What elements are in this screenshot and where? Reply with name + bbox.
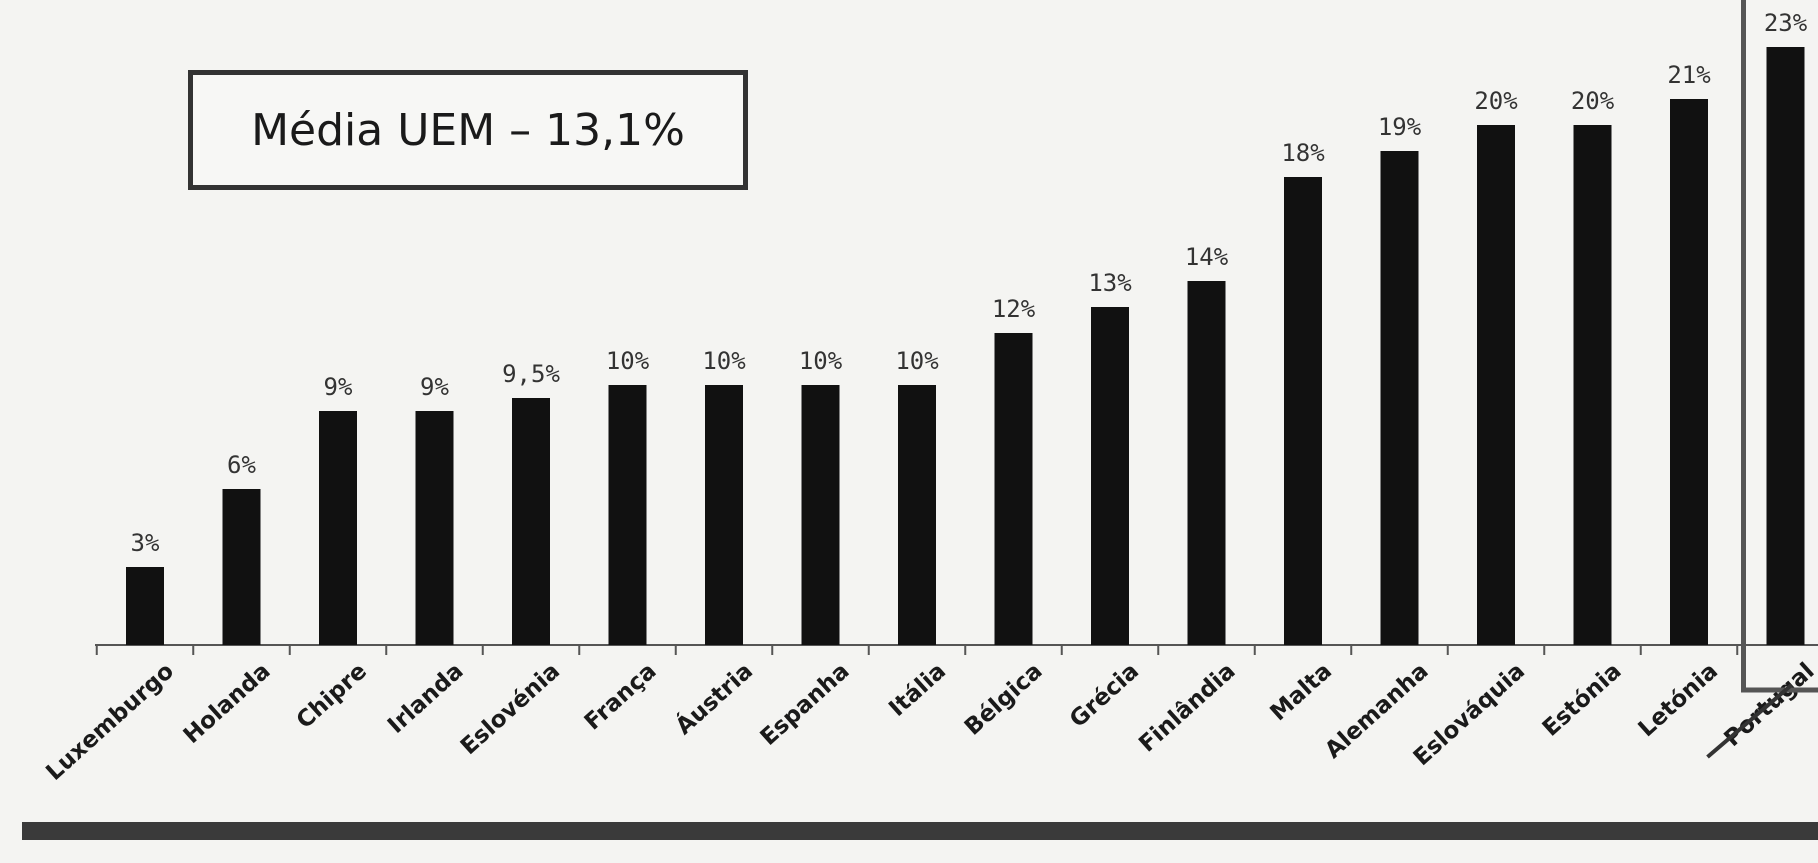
bar-7	[705, 385, 743, 645]
data-label-16: 20%	[1571, 87, 1615, 115]
average-annotation-text: Média UEM – 13,1%	[251, 104, 685, 156]
category-label-13: Malta	[1266, 658, 1338, 726]
data-label-10: 12%	[992, 295, 1036, 323]
data-label-5: 9,5%	[502, 360, 560, 388]
category-label-12: Finlândia	[1134, 658, 1240, 757]
bar-14	[1380, 151, 1419, 645]
average-annotation-box: Média UEM – 13,1%	[188, 70, 748, 190]
bar-18	[1766, 47, 1805, 645]
data-label-8: 10%	[799, 347, 843, 375]
data-label-18: 23%	[1764, 9, 1808, 37]
category-label-5: Eslovénia	[456, 658, 565, 760]
bar-9	[898, 385, 936, 645]
data-label-15: 20%	[1474, 87, 1518, 115]
category-label-7: Áustria	[670, 657, 758, 740]
category-label-2: Holanda	[179, 658, 276, 749]
data-label-4: 9%	[420, 373, 449, 401]
bar-6	[608, 385, 647, 645]
bar-11	[1091, 307, 1129, 645]
bar-15	[1477, 125, 1515, 645]
bar-17	[1670, 99, 1708, 645]
bar-12	[1187, 281, 1226, 645]
data-label-1: 3%	[131, 529, 160, 557]
data-label-3: 9%	[324, 373, 353, 401]
bar-10	[994, 333, 1033, 645]
bottom-band	[22, 822, 1818, 840]
data-label-14: 19%	[1378, 113, 1422, 141]
bar-13	[1284, 177, 1322, 645]
data-label-9: 10%	[895, 347, 939, 375]
bar-3	[319, 411, 357, 645]
category-label-1: Luxemburgo	[41, 658, 179, 786]
data-label-7: 10%	[702, 347, 746, 375]
category-label-6: França	[580, 658, 662, 735]
data-label-11: 13%	[1088, 269, 1132, 297]
highlight-underline	[1706, 683, 1793, 759]
category-label-17: Letónia	[1634, 658, 1723, 742]
data-label-6: 10%	[606, 347, 650, 375]
category-label-11: Grécia	[1065, 658, 1144, 733]
category-label-8: Espanha	[756, 658, 855, 751]
category-label-4: Irlanda	[383, 658, 469, 739]
category-label-10: Bélgica	[960, 658, 1048, 741]
bar-2	[222, 489, 261, 645]
bar-5	[512, 398, 550, 645]
data-label-2: 6%	[227, 451, 256, 479]
bar-4	[415, 411, 454, 645]
data-label-17: 21%	[1667, 61, 1711, 89]
bar-16	[1573, 125, 1612, 645]
data-label-13: 18%	[1281, 139, 1325, 167]
bar-1	[126, 567, 164, 645]
bar-8	[801, 385, 840, 645]
category-label-3: Chipre	[292, 658, 372, 734]
category-label-16: Estónia	[1538, 658, 1627, 742]
category-label-9: Itália	[884, 658, 951, 722]
data-label-12: 14%	[1185, 243, 1229, 271]
